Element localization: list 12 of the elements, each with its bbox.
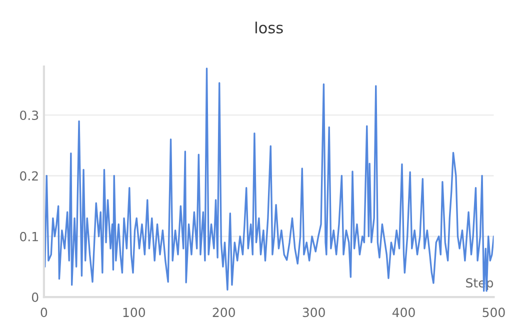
x-tick-label: 200 [212, 308, 235, 318]
x-tick-label: 300 [302, 308, 325, 318]
chart-title: loss [256, 22, 283, 34]
x-tick-label: 0 [40, 308, 48, 318]
y-tick-label: 0.2 [20, 171, 38, 181]
x-tick-label: 500 [482, 308, 505, 318]
y-tick-label: 0.3 [20, 110, 38, 120]
x-tick-label: 100 [123, 308, 145, 318]
line-series [44, 68, 494, 292]
y-tick-label: 0.1 [20, 232, 38, 242]
x-tick-label: 400 [392, 308, 415, 318]
y-tick-label: 0 [32, 292, 38, 302]
